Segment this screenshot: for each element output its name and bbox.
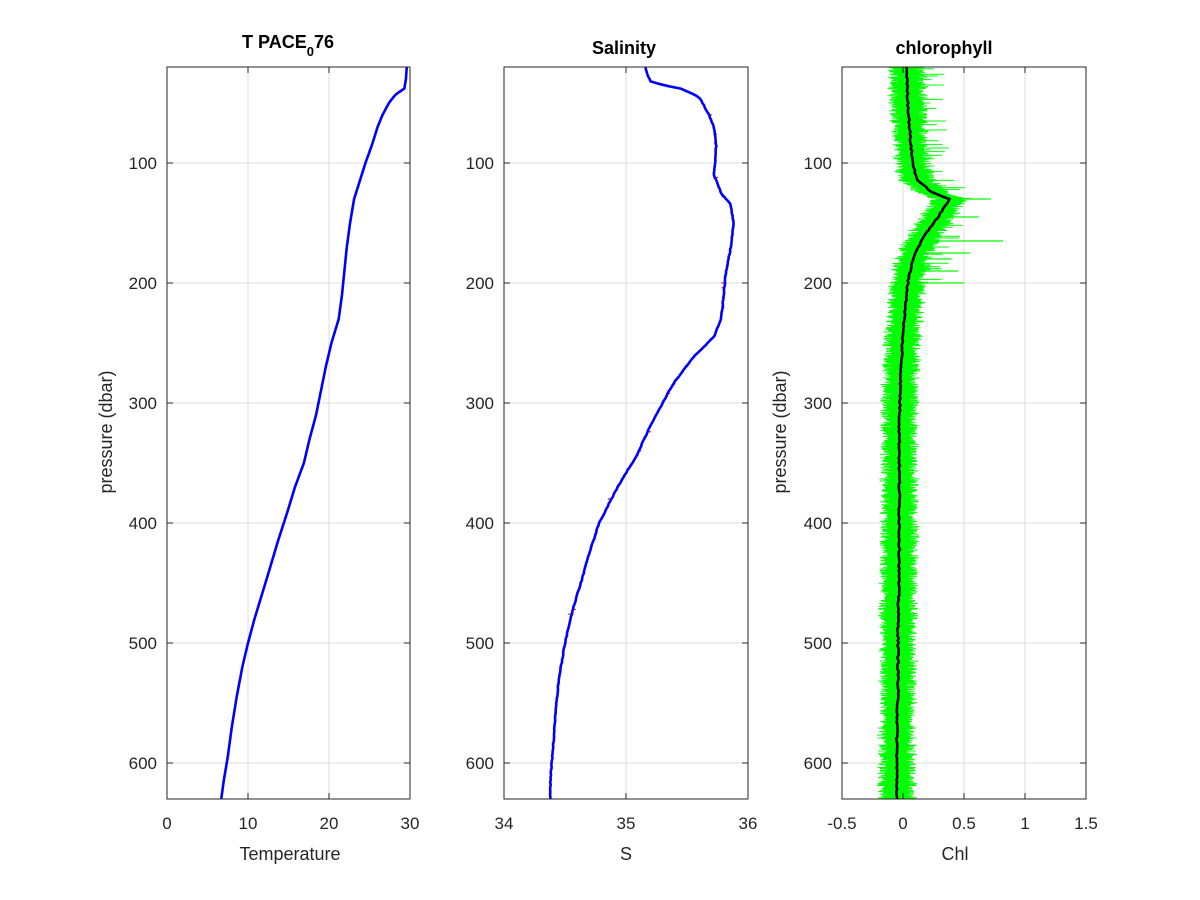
temperature-x-tick-label: 20 [320, 814, 339, 833]
salinity-panel: Salinity S 34 35 36 100 200 300 400 500 600 [466, 38, 758, 864]
salinity-profile-line [548, 66, 735, 800]
temperature-y-tick-label: 600 [129, 754, 157, 773]
salinity-x-tick-label: 34 [495, 814, 514, 833]
salinity-y-tick-label: 500 [466, 634, 494, 653]
temperature-plot-area [167, 67, 410, 799]
temperature-title-subscript: 0 [307, 44, 314, 59]
salinity-y-tick-label: 600 [466, 754, 494, 773]
chlorophyll-y-tick-label: 300 [804, 394, 832, 413]
temperature-title-suffix: 76 [314, 32, 334, 52]
chlorophyll-x-tick-label: -0.5 [827, 814, 856, 833]
temperature-x-label: Temperature [239, 844, 340, 864]
temperature-profile-line [219, 66, 409, 800]
temperature-y-label: pressure (dbar) [96, 370, 116, 493]
chlorophyll-panel: chlorophyll Chl pressure (dbar) -0.5 0 0.5… [770, 38, 1098, 864]
temperature-y-tick-label: 500 [129, 634, 157, 653]
chlorophyll-x-label: Chl [941, 844, 968, 864]
chlorophyll-title: chlorophyll [895, 38, 992, 58]
temperature-x-tick-label: 0 [162, 814, 171, 833]
temperature-title-main: T PACE [242, 32, 307, 52]
temperature-x-tick-label: 30 [401, 814, 420, 833]
salinity-y-tick-label: 100 [466, 154, 494, 173]
chlorophyll-x-tick-label: 0.5 [952, 814, 976, 833]
temperature-y-tick-label: 100 [129, 154, 157, 173]
temperature-y-tick-label: 200 [129, 274, 157, 293]
salinity-y-tick-label: 200 [466, 274, 494, 293]
chlorophyll-noise-band [877, 66, 1004, 800]
temperature-plot-content [219, 66, 409, 800]
chlorophyll-plot-content [877, 66, 1004, 800]
chlorophyll-x-tick-label: 1 [1020, 814, 1029, 833]
temperature-axes-box [166, 66, 411, 800]
chlorophyll-y-tick-label: 500 [804, 634, 832, 653]
chlorophyll-profile-line [894, 66, 951, 800]
chlorophyll-y-tick-label: 200 [804, 274, 832, 293]
salinity-x-tick-label: 35 [617, 814, 636, 833]
chlorophyll-y-tick-label: 600 [804, 754, 832, 773]
salinity-x-tick-label: 36 [739, 814, 758, 833]
salinity-y-tick-label: 300 [466, 394, 494, 413]
temperature-y-tick-label: 300 [129, 394, 157, 413]
chlorophyll-x-tick-label: 1.5 [1074, 814, 1098, 833]
temperature-title: T PACE076 [242, 32, 334, 59]
chlorophyll-y-label: pressure (dbar) [770, 370, 790, 493]
salinity-y-tick-label: 400 [466, 514, 494, 533]
salinity-x-label: S [620, 844, 632, 864]
chlorophyll-y-tick-label: 100 [804, 154, 832, 173]
salinity-title: Salinity [592, 38, 656, 58]
chlorophyll-y-tick-label: 400 [804, 514, 832, 533]
temperature-y-tick-label: 400 [129, 514, 157, 533]
chlorophyll-x-tick-label: 0 [898, 814, 907, 833]
temperature-x-tick-label: 10 [239, 814, 258, 833]
salinity-plot-content [548, 66, 735, 800]
